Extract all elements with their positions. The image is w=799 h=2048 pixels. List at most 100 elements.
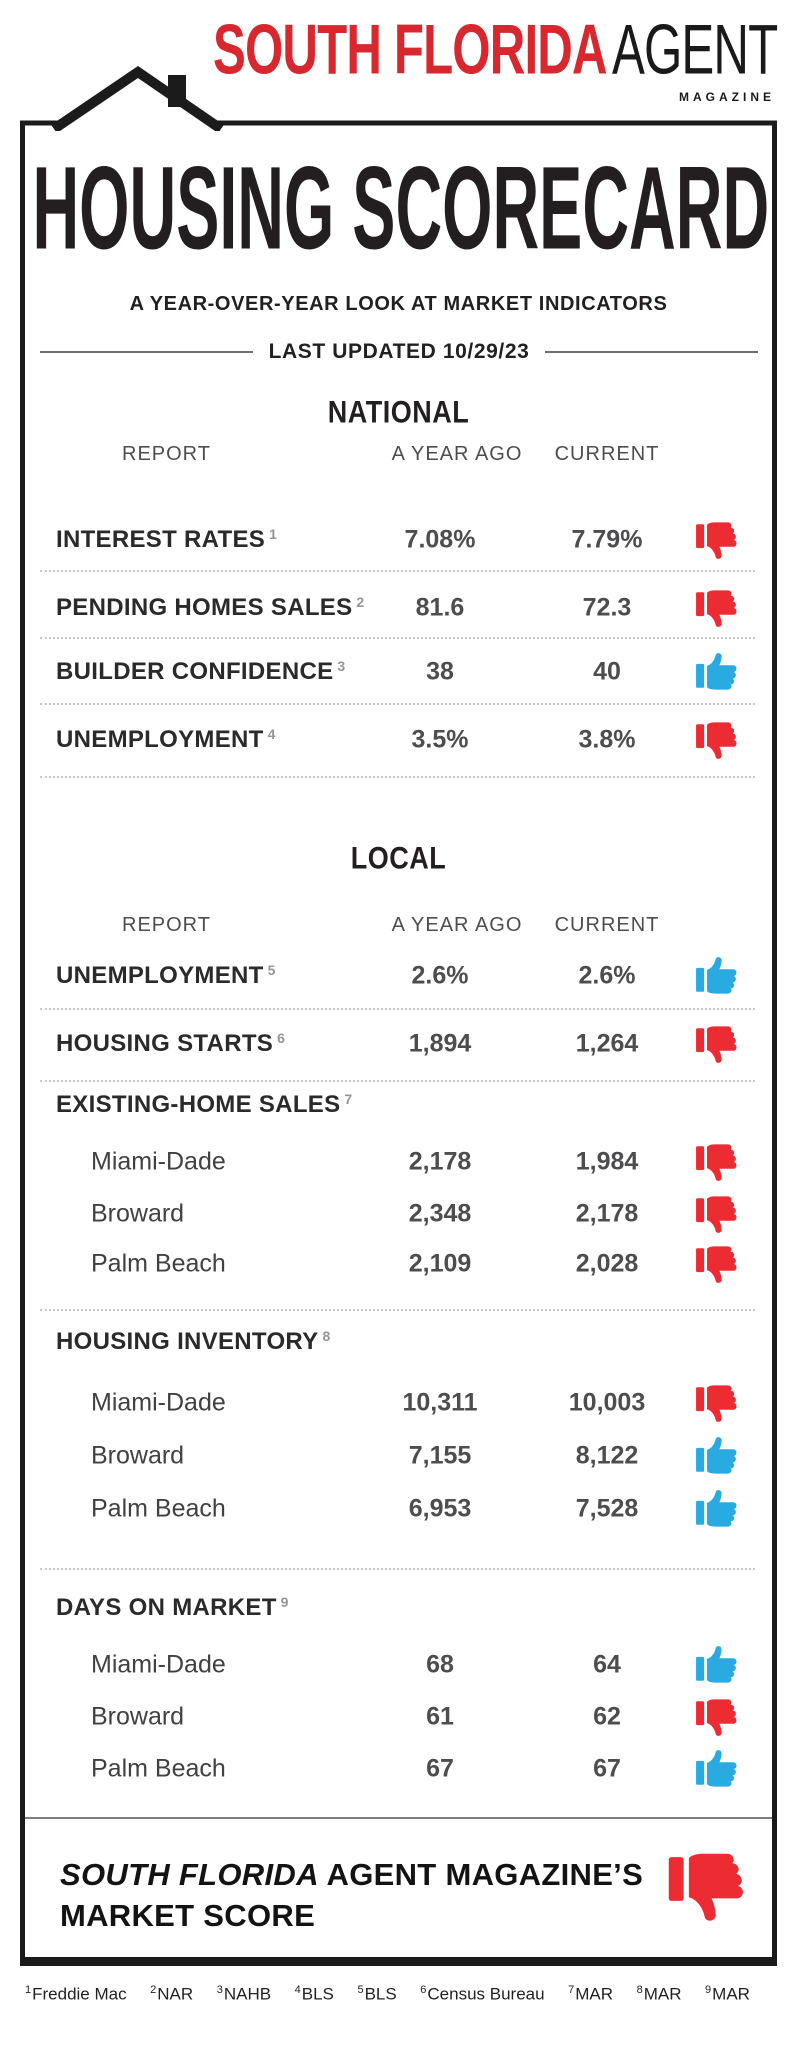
row-divider bbox=[40, 637, 755, 639]
page-title: HOUSING SCORECARD bbox=[32, 141, 770, 274]
report-group-existing-home-sales: EXISTING-HOME SALES 7 bbox=[25, 1091, 772, 1121]
section-divider bbox=[25, 1817, 772, 1819]
row-divider bbox=[40, 1309, 755, 1311]
table-row-interest-rates: INTEREST RATES 1 7.08% 7.79% bbox=[25, 518, 772, 562]
column-header-report: REPORT bbox=[122, 914, 211, 936]
current-value: 3.8% bbox=[578, 725, 636, 754]
current-value: 2,178 bbox=[575, 1199, 639, 1228]
logo-agent: AGENT bbox=[611, 8, 778, 89]
year-ago-value: 10,311 bbox=[402, 1388, 478, 1417]
section-heading-national: NATIONAL bbox=[327, 394, 470, 430]
thumbs-down-icon bbox=[695, 519, 741, 561]
footnote-item: 5BLS bbox=[357, 1984, 397, 2004]
divider-line bbox=[40, 351, 253, 353]
footnote-ref: 9 bbox=[280, 1594, 289, 1610]
scorecard-frame: HOUSING SCORECARD A YEAR-OVER-YEAR LOOK … bbox=[20, 121, 777, 1966]
current-value: 7,528 bbox=[575, 1494, 639, 1523]
footnote-item: 8MAR bbox=[636, 1984, 682, 2004]
column-header-current: CURRENT bbox=[554, 443, 660, 465]
column-header-current: CURRENT bbox=[554, 914, 660, 936]
county-label: Broward bbox=[91, 1199, 185, 1228]
thumbs-down-icon bbox=[695, 1382, 741, 1424]
thumbs-up-icon bbox=[695, 1488, 741, 1530]
thumbs-up-icon bbox=[695, 955, 741, 997]
table-row-miami-dade: Miami-Dade 2,178 1,984 bbox=[25, 1140, 772, 1184]
county-label: Broward bbox=[91, 1702, 185, 1731]
row-divider bbox=[40, 1080, 755, 1082]
footnote-ref: 5 bbox=[267, 962, 276, 978]
thumbs-down-icon bbox=[667, 1847, 751, 1925]
thumbs-down-icon bbox=[695, 1193, 741, 1235]
row-divider bbox=[40, 570, 755, 572]
county-label: Palm Beach bbox=[91, 1249, 226, 1278]
house-roof-icon bbox=[20, 65, 777, 131]
county-label: Broward bbox=[91, 1441, 185, 1470]
year-ago-value: 67 bbox=[426, 1754, 454, 1783]
thumbs-up-icon bbox=[695, 1644, 741, 1686]
thumbs-down-icon bbox=[695, 1141, 741, 1183]
table-row-palm-beach: Palm Beach 2,109 2,028 bbox=[25, 1242, 772, 1286]
table-row-miami-dade: Miami-Dade 68 64 bbox=[25, 1643, 772, 1687]
logo-magazine-label: MAGAZINE bbox=[679, 90, 775, 104]
row-divider bbox=[40, 703, 755, 705]
report-group-days-on-market: DAYS ON MARKET 9 bbox=[25, 1594, 772, 1624]
logo-south-florida: SOUTH FLORIDA bbox=[212, 8, 608, 89]
thumbs-down-icon bbox=[695, 1696, 741, 1738]
thumbs-up-icon bbox=[695, 1435, 741, 1477]
year-ago-value: 7,155 bbox=[408, 1441, 472, 1470]
year-ago-value: 2,348 bbox=[408, 1199, 472, 1228]
footnote-ref: 8 bbox=[322, 1328, 331, 1344]
row-divider bbox=[40, 1008, 755, 1010]
current-value: 62 bbox=[593, 1702, 621, 1731]
table-row-unemployment-local: UNEMPLOYMENT 5 2.6% 2.6% bbox=[25, 954, 772, 998]
column-header-year-ago: A YEAR AGO bbox=[391, 914, 523, 936]
market-score-rest: AGENT MAGAZINE’S bbox=[318, 1857, 644, 1892]
report-label: BUILDER CONFIDENCE bbox=[56, 658, 334, 685]
report-group-housing-inventory: HOUSING INVENTORY 8 bbox=[25, 1328, 772, 1358]
column-header-year-ago: A YEAR AGO bbox=[391, 443, 523, 465]
footnote-item: 1Freddie Mac bbox=[25, 1984, 127, 2004]
year-ago-value: 38 bbox=[426, 657, 454, 686]
table-row-builder-confidence: BUILDER CONFIDENCE 3 38 40 bbox=[25, 650, 772, 694]
group-label: DAYS ON MARKET bbox=[56, 1594, 277, 1621]
county-label: Palm Beach bbox=[91, 1754, 226, 1783]
market-score-brand: SOUTH FLORIDA bbox=[60, 1857, 319, 1892]
report-label: PENDING HOMES SALES bbox=[56, 594, 353, 621]
current-value: 7.79% bbox=[571, 525, 643, 554]
thumbs-down-icon bbox=[695, 1243, 741, 1285]
year-ago-value: 3.5% bbox=[411, 725, 469, 754]
current-value: 67 bbox=[593, 1754, 621, 1783]
thumbs-down-icon bbox=[695, 719, 741, 761]
year-ago-value: 6,953 bbox=[408, 1494, 472, 1523]
footnote-ref: 7 bbox=[344, 1091, 353, 1107]
report-label: UNEMPLOYMENT bbox=[56, 962, 264, 989]
year-ago-value: 81.6 bbox=[415, 593, 465, 622]
year-ago-value: 7.08% bbox=[404, 525, 476, 554]
table-row-miami-dade: Miami-Dade 10,311 10,003 bbox=[25, 1381, 772, 1425]
footnote-ref: 4 bbox=[267, 726, 276, 742]
year-ago-value: 1,894 bbox=[408, 1029, 472, 1058]
current-value: 10,003 bbox=[568, 1388, 646, 1417]
thumbs-down-icon bbox=[695, 1023, 741, 1065]
current-value: 2.6% bbox=[578, 961, 636, 990]
footnote-item: 2NAR bbox=[150, 1984, 194, 2004]
current-value: 8,122 bbox=[575, 1441, 639, 1470]
column-headers-local: REPORT A YEAR AGO CURRENT bbox=[25, 914, 772, 938]
footnote-ref: 1 bbox=[269, 526, 278, 542]
thumbs-up-icon bbox=[695, 1748, 741, 1790]
market-score-title: SOUTH FLORIDA AGENT MAGAZINE’S MARKET SC… bbox=[60, 1854, 643, 1936]
current-value: 1,984 bbox=[575, 1147, 639, 1176]
column-headers-national: REPORT A YEAR AGO CURRENT bbox=[25, 443, 772, 467]
last-updated-text: LAST UPDATED 10/29/23 bbox=[268, 340, 530, 363]
table-row-pending-homes-sales: PENDING HOMES SALES 2 81.6 72.3 bbox=[25, 586, 772, 630]
group-label: EXISTING-HOME SALES bbox=[56, 1091, 341, 1118]
report-label: HOUSING STARTS bbox=[56, 1030, 274, 1057]
thumbs-up-icon bbox=[695, 651, 741, 693]
table-row-housing-starts: HOUSING STARTS 6 1,894 1,264 bbox=[25, 1022, 772, 1066]
footnote-item: 7MAR bbox=[568, 1984, 614, 2004]
report-label: UNEMPLOYMENT bbox=[56, 726, 264, 753]
table-row-unemployment-national: UNEMPLOYMENT 4 3.5% 3.8% bbox=[25, 718, 772, 762]
footnote-item: 4BLS bbox=[294, 1984, 334, 2004]
group-label: HOUSING INVENTORY bbox=[56, 1328, 319, 1355]
